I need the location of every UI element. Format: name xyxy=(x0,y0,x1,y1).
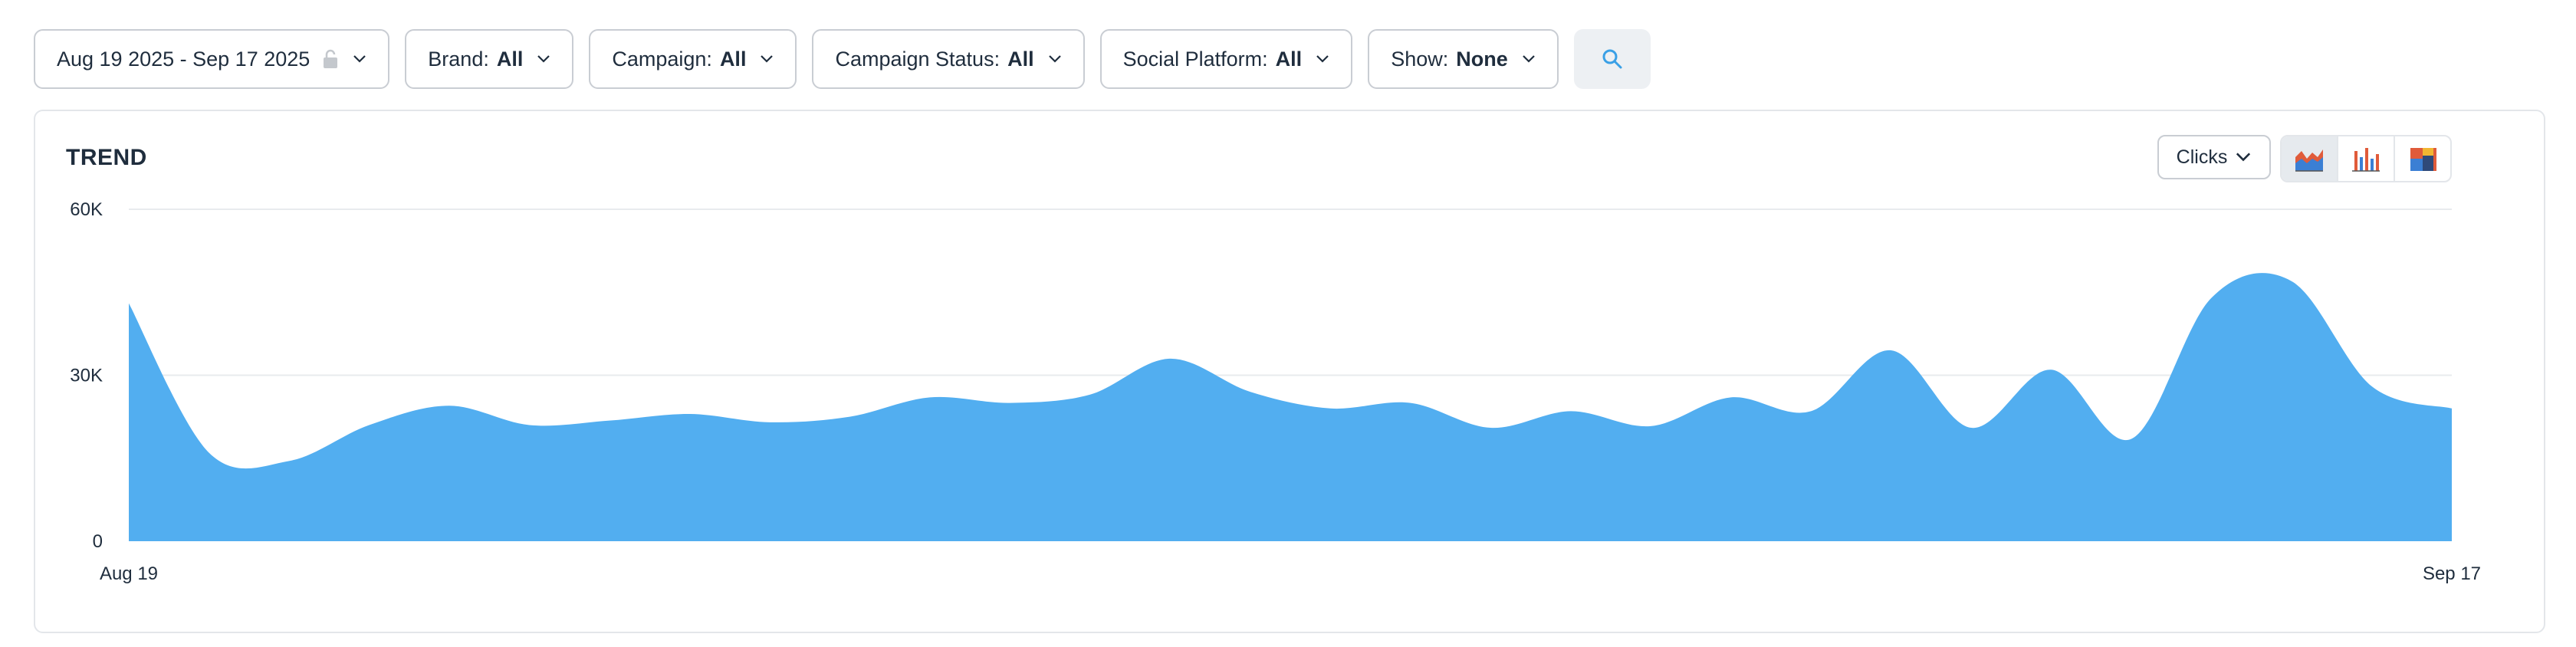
data-point[interactable] xyxy=(1729,395,1733,399)
x-tick-label: Sep 17 xyxy=(2423,563,2481,584)
data-point[interactable] xyxy=(607,419,612,423)
show-filter-label: Show: xyxy=(1391,47,1449,71)
stacked-chart-icon xyxy=(2410,148,2436,171)
data-point[interactable] xyxy=(1328,406,1332,411)
social-platform-filter-value: All xyxy=(1275,47,1303,71)
brand-filter-label: Brand: xyxy=(428,47,489,71)
data-point[interactable] xyxy=(2450,406,2454,411)
social-platform-filter[interactable]: Social Platform: All xyxy=(1099,29,1353,89)
data-point[interactable] xyxy=(1648,424,1653,429)
data-point[interactable] xyxy=(1969,425,1973,430)
stacked-chart-button[interactable] xyxy=(2395,136,2450,181)
x-tick-label: Aug 19 xyxy=(100,563,158,584)
data-point[interactable] xyxy=(1889,348,1894,353)
data-point[interactable] xyxy=(928,395,932,399)
chevron-down-icon xyxy=(2236,153,2251,162)
chart-type-toggle xyxy=(2280,135,2452,182)
data-point[interactable] xyxy=(687,412,692,416)
data-point[interactable] xyxy=(1168,356,1172,361)
date-range-label: Aug 19 2025 - Sep 17 2025 xyxy=(57,47,310,71)
data-point[interactable] xyxy=(447,403,452,408)
y-tick-label: 60K xyxy=(70,199,103,220)
data-point[interactable] xyxy=(1488,425,1493,430)
trend-panel: TREND Clicks xyxy=(34,110,2545,633)
area-chart-button[interactable] xyxy=(2282,136,2338,181)
data-point[interactable] xyxy=(847,415,852,419)
data-point[interactable] xyxy=(127,301,131,306)
data-point[interactable] xyxy=(2289,279,2294,284)
bar-chart-icon xyxy=(2352,148,2380,172)
chevron-down-icon xyxy=(1522,55,1535,63)
bar-chart-button[interactable] xyxy=(2338,136,2395,181)
campaign-filter-value: All xyxy=(719,47,747,71)
social-platform-filter-label: Social Platform: xyxy=(1122,47,1268,71)
data-point[interactable] xyxy=(366,422,371,427)
data-point[interactable] xyxy=(2210,295,2214,300)
metric-select[interactable]: Clicks xyxy=(2157,135,2271,179)
y-tick-label: 30K xyxy=(70,366,103,386)
trend-title: TREND xyxy=(66,145,147,170)
data-point[interactable] xyxy=(1007,401,1012,406)
brand-filter-value: All xyxy=(496,47,524,71)
data-point[interactable] xyxy=(1569,409,1573,413)
data-point[interactable] xyxy=(287,458,291,463)
unlock-icon xyxy=(324,49,338,68)
data-point[interactable] xyxy=(206,451,211,455)
data-point[interactable] xyxy=(1408,401,1413,406)
campaign-filter[interactable]: Campaign: All xyxy=(589,29,797,89)
data-point[interactable] xyxy=(527,422,531,427)
area-chart-icon xyxy=(2295,149,2323,172)
data-point[interactable] xyxy=(2370,384,2374,389)
chevron-down-icon xyxy=(537,55,550,63)
campaign-status-filter[interactable]: Campaign Status: All xyxy=(812,29,1085,89)
campaign-status-filter-label: Campaign Status: xyxy=(835,47,1001,71)
filter-bar: Aug 19 2025 - Sep 17 2025 Brand: All Cam… xyxy=(34,29,1651,89)
date-range-picker[interactable]: Aug 19 2025 - Sep 17 2025 xyxy=(34,29,390,89)
data-point[interactable] xyxy=(2049,367,2054,372)
search-button[interactable] xyxy=(1573,29,1651,89)
data-point[interactable] xyxy=(2129,436,2134,441)
metric-select-value: Clicks xyxy=(2176,146,2228,168)
y-tick-label: 0 xyxy=(93,531,103,552)
show-filter[interactable]: Show: None xyxy=(1368,29,1559,89)
brand-filter[interactable]: Brand: All xyxy=(405,29,574,89)
campaign-status-filter-value: All xyxy=(1007,47,1034,71)
show-filter-value: None xyxy=(1456,47,1508,71)
clicks-area-series[interactable] xyxy=(129,273,2452,541)
chevron-down-icon xyxy=(353,55,366,63)
data-point[interactable] xyxy=(1809,409,1813,413)
data-point[interactable] xyxy=(1088,392,1092,397)
search-icon xyxy=(1602,49,1622,69)
chevron-down-icon xyxy=(1316,55,1329,63)
chevron-down-icon xyxy=(761,55,774,63)
chevron-down-icon xyxy=(1048,55,1061,63)
campaign-filter-label: Campaign: xyxy=(612,47,712,71)
trend-chart: 0 30K 60K Aug 19 Sep 17 xyxy=(70,199,2481,584)
data-point[interactable] xyxy=(1248,389,1253,394)
data-point[interactable] xyxy=(767,420,772,425)
